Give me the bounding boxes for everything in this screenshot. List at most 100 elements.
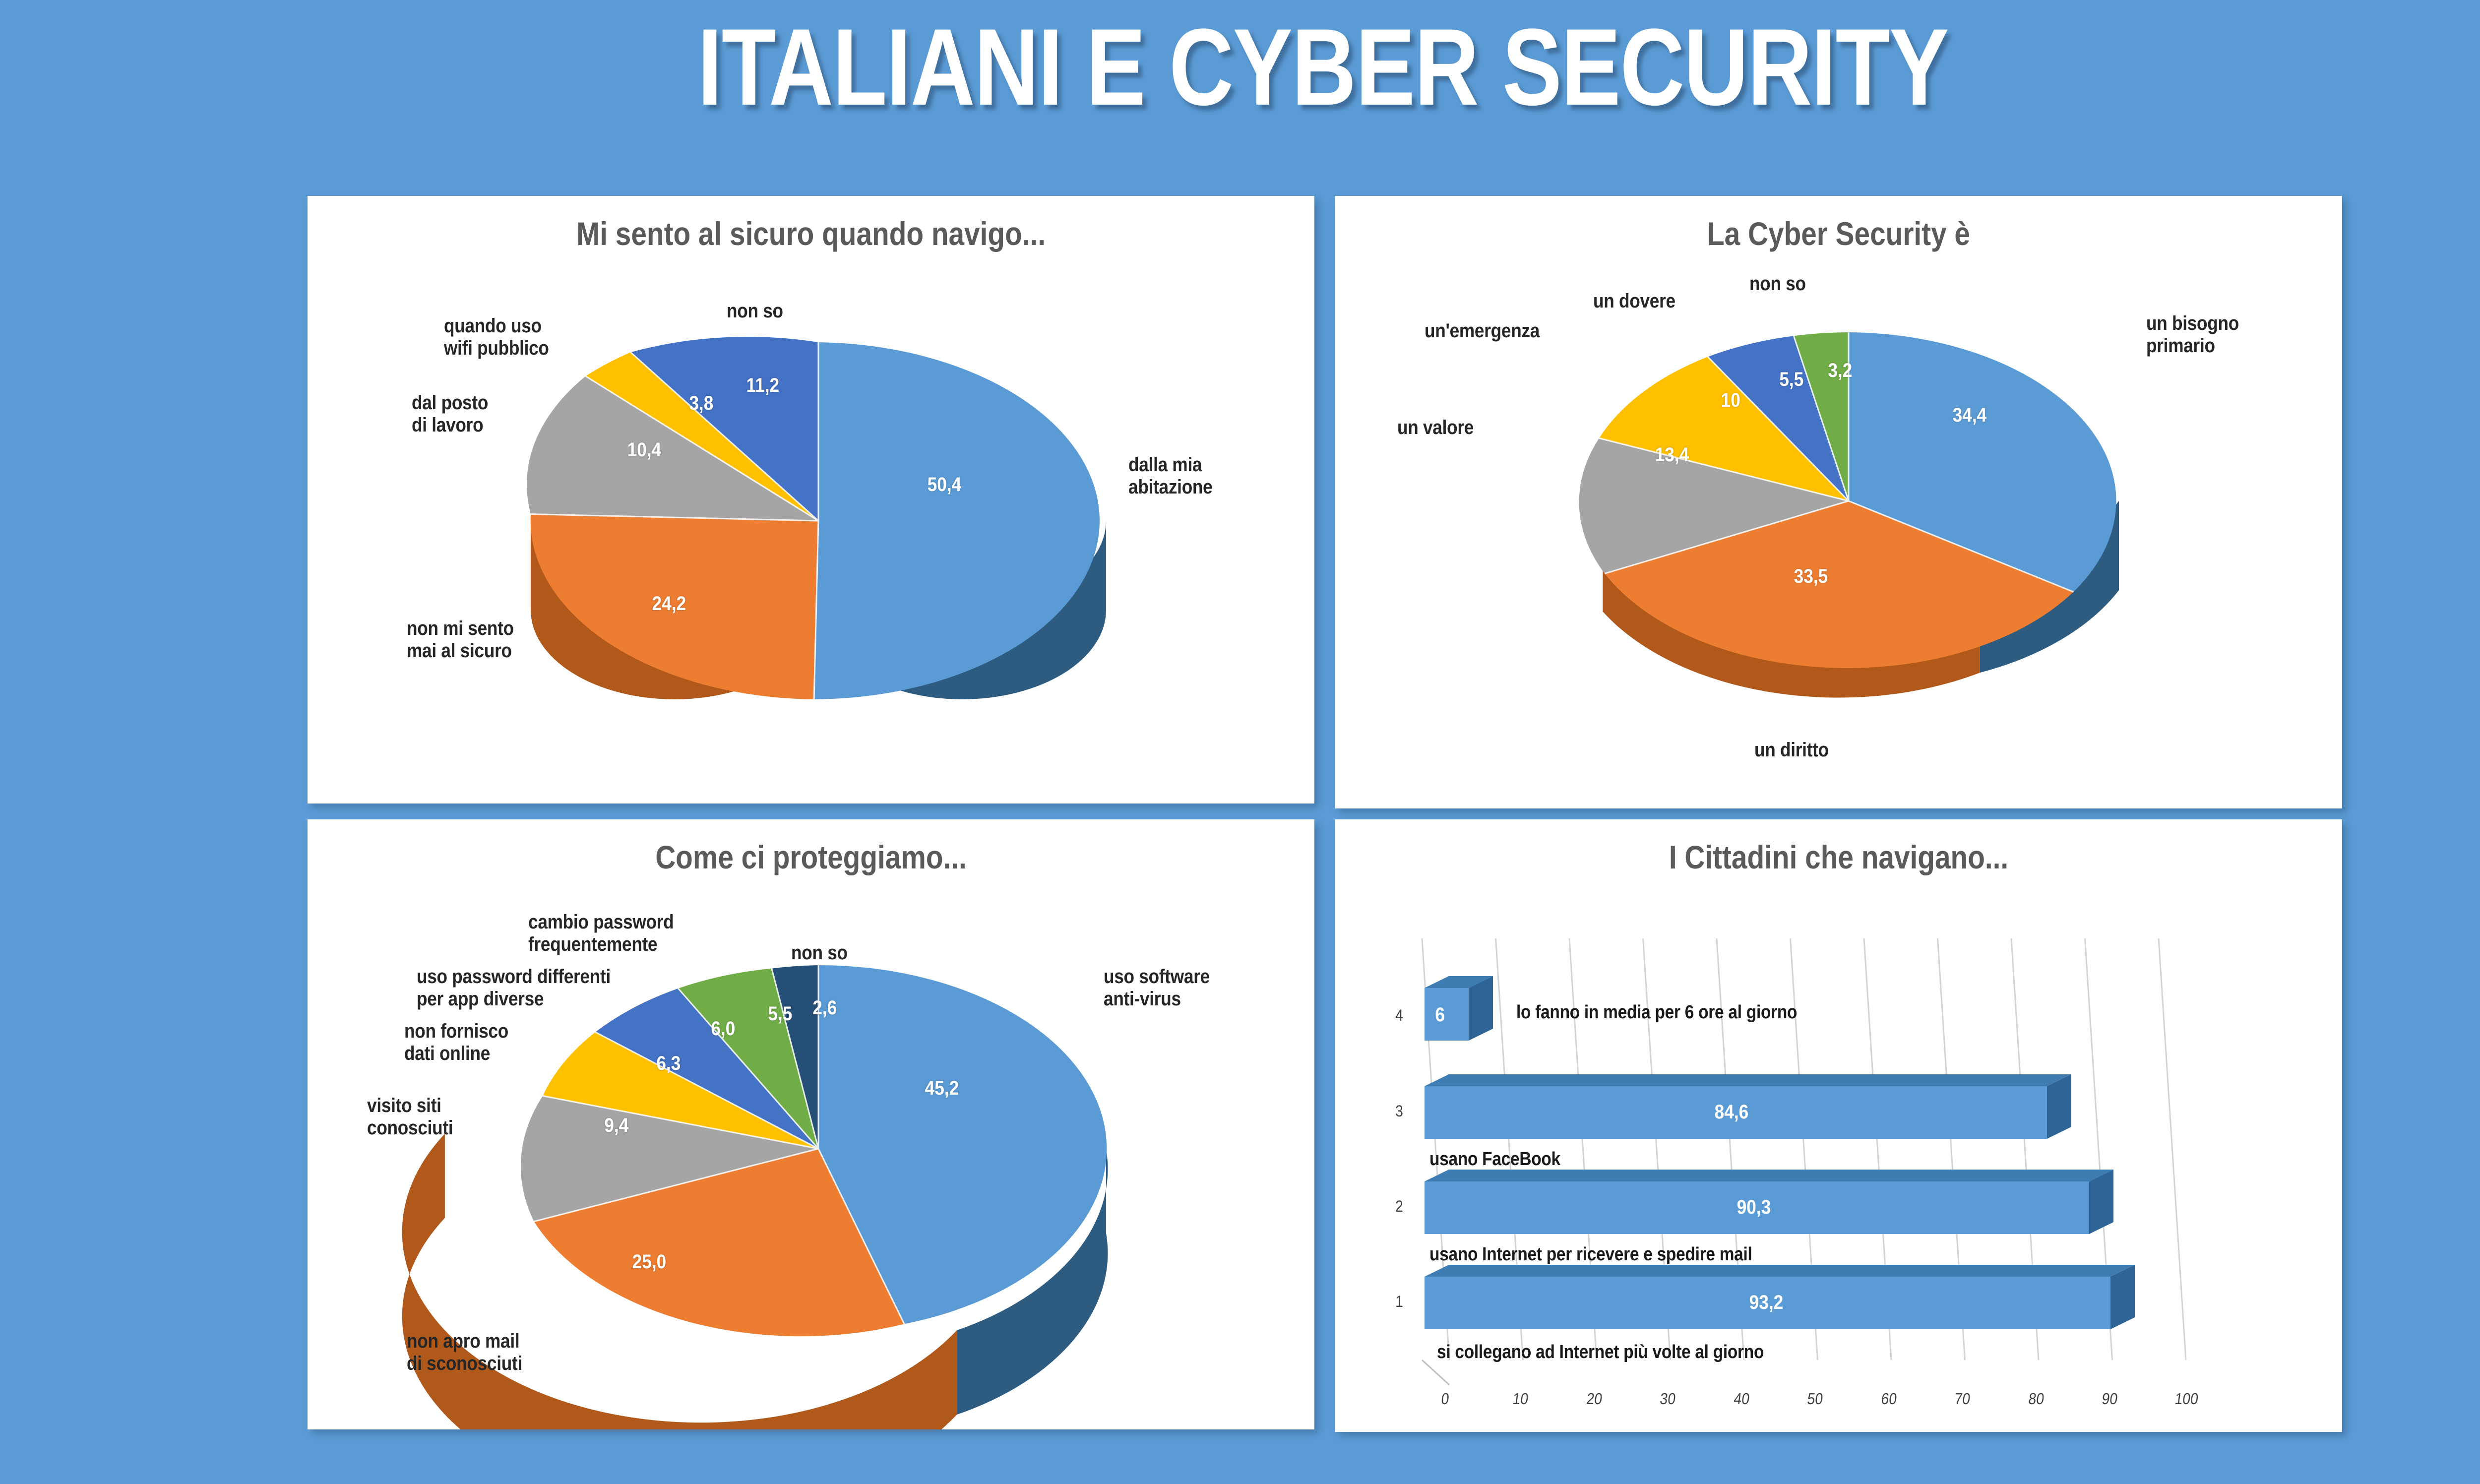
pie-value-label: 6,3 bbox=[656, 1052, 681, 1074]
pie-value-label: 24,2 bbox=[652, 593, 686, 615]
pie-value-label: 3,8 bbox=[689, 392, 714, 414]
pie-category-label: cambio password frequentemente bbox=[528, 911, 674, 956]
pie-category-line: per app diverse bbox=[417, 988, 544, 1010]
pie-category-line: primario bbox=[2146, 334, 2215, 357]
pie-slice-quando-uso-wifi-pubblico bbox=[585, 352, 818, 521]
bar-value-label: 90,3 bbox=[1736, 1196, 1771, 1218]
bar-value-label: 6 bbox=[1435, 1004, 1445, 1026]
pie-category-line: frequentemente bbox=[528, 933, 658, 955]
chart-title-4: I Cittadini che navigano... bbox=[1669, 839, 2009, 875]
bar-category-tick: 3 bbox=[1395, 1102, 1403, 1120]
x-axis-tick: 60 bbox=[1880, 1390, 1898, 1408]
pie-value-label: 25,0 bbox=[632, 1251, 667, 1273]
pie-category-line: anti-virus bbox=[1104, 988, 1181, 1010]
pie-category-label: quando uso wifi pubblico bbox=[444, 315, 549, 360]
pie-slice-un-bisogno-primario bbox=[1849, 332, 2116, 592]
pie-value-label: 5,5 bbox=[1779, 369, 1804, 390]
pie-chart-1-svg bbox=[527, 337, 1106, 699]
pie-value-label: 10,4 bbox=[627, 439, 662, 461]
chart-panel-mi-sento-al-sicuro: Mi sento al sicuro quando navigo... bbox=[308, 196, 1314, 804]
x-axis-tick: 70 bbox=[1953, 1390, 1972, 1408]
pie-slice-un-emergenza bbox=[1599, 357, 1849, 501]
chart-title-3: Come ci proteggiamo... bbox=[655, 839, 967, 875]
chart-panel-la-cyber-security-e: La Cyber Security è bbox=[1335, 196, 2342, 808]
bar-category-tick: 2 bbox=[1395, 1197, 1403, 1215]
x-axis-tick: 10 bbox=[1511, 1390, 1530, 1408]
pie-side-blue bbox=[957, 1149, 1108, 1415]
pie-value-label: 13,4 bbox=[1655, 444, 1689, 466]
pie-slice-non-fornisco-dati-online bbox=[543, 1032, 818, 1149]
x-axis-tick: 90 bbox=[2101, 1390, 2119, 1408]
pie-slice-dalla-mia-abitazione bbox=[814, 342, 1100, 699]
pie-category-label: non so bbox=[1749, 273, 1806, 295]
page-title: ITALIANI E CYBER SECURITY bbox=[697, 6, 1949, 128]
pie-category-line: conosciuti bbox=[367, 1116, 453, 1139]
pie-category-label: non so bbox=[727, 300, 783, 322]
pie-category-line: uso password differenti bbox=[417, 966, 611, 988]
bar-usano-internet-mail bbox=[1425, 1170, 2113, 1234]
bar-description: usano FaceBook bbox=[1429, 1149, 1560, 1170]
pie-slice-visito-siti-conosciuti bbox=[520, 1096, 818, 1222]
x-axis-tick: 20 bbox=[1585, 1390, 1604, 1408]
pie-value-label: 11,2 bbox=[746, 374, 780, 396]
pie-value-label: 9,4 bbox=[604, 1114, 629, 1136]
pie-category-line: quando uso bbox=[444, 315, 542, 337]
bar-si-collegano-ad-internet bbox=[1425, 1265, 2135, 1329]
pie-chart-2: 34,4 33,5 13,4 10 5,5 3,2 un bisogno pri… bbox=[1335, 196, 2342, 808]
pie-slice-dal-posto-di-lavoro bbox=[527, 376, 818, 521]
pie-value-label: 3,2 bbox=[1828, 360, 1853, 381]
pie-chart-2-svg bbox=[1579, 332, 2119, 698]
pie-value-label: 5,5 bbox=[768, 1003, 793, 1025]
pie-category-line: un diritto bbox=[1754, 739, 1829, 761]
pie-value-label: 10 bbox=[1721, 389, 1740, 411]
bar-usano-facebook bbox=[1425, 1074, 2071, 1139]
pie-category-label: un bisogno primario bbox=[2146, 312, 2239, 357]
pie-category-label: non fornisco dati online bbox=[404, 1020, 508, 1065]
x-axis-tick: 30 bbox=[1659, 1390, 1677, 1408]
pie-value-label: 6,0 bbox=[711, 1018, 736, 1040]
pie-category-line: non so bbox=[727, 300, 783, 322]
chart-title-2: La Cyber Security è bbox=[1707, 215, 1971, 252]
pie-category-label: un dovere bbox=[1593, 290, 1675, 312]
pie-category-line: non so bbox=[1749, 273, 1806, 295]
bar-value-label: 93,2 bbox=[1749, 1292, 1784, 1313]
bar-category-tick: 4 bbox=[1395, 1006, 1403, 1024]
pie-category-label: dalla mia abitazione bbox=[1128, 454, 1213, 498]
pie-category-line: non fornisco bbox=[404, 1020, 508, 1042]
bar-chart-4-svg bbox=[1421, 938, 2187, 1386]
pie-category-line: uso software bbox=[1104, 966, 1210, 988]
x-axis-tick: 40 bbox=[1733, 1390, 1751, 1408]
pie-category-label: dal posto di lavoro bbox=[412, 392, 488, 436]
pie-category-line: cambio password bbox=[528, 911, 674, 933]
chart-panel-come-ci-proteggiamo: Come ci proteggiamo... bbox=[308, 819, 1314, 1429]
pie-category-label: uso password differenti per app diverse bbox=[417, 966, 611, 1010]
pie-category-label: non so bbox=[791, 942, 848, 964]
pie-slice-non-apro-mail-di-sconosciuti bbox=[534, 1149, 905, 1337]
pie-slice-uso-password-differenti bbox=[595, 988, 818, 1149]
pie-value-label: 50,4 bbox=[927, 474, 962, 495]
pie-category-line: non mi sento bbox=[407, 618, 514, 639]
pie-slice-un-valore bbox=[1579, 438, 1849, 574]
pie-category-line: un bisogno bbox=[2146, 312, 2239, 334]
pie-chart-3: 45,2 25,0 9,4 6,3 6,0 5,5 2,6 uso softwa… bbox=[308, 819, 1314, 1429]
pie-chart-1: 50,4 24,2 10,4 3,8 11,2 dalla mia abitaz… bbox=[308, 196, 1314, 804]
pie-slice-non-so bbox=[630, 337, 818, 521]
pie-value-label: 34,4 bbox=[1952, 404, 1987, 426]
pie-category-label: non mi sento mai al sicuro bbox=[407, 618, 514, 662]
pie-category-label: un valore bbox=[1397, 417, 1474, 439]
pie-value-label: 45,2 bbox=[925, 1077, 959, 1099]
pie-value-label: 33,5 bbox=[1794, 565, 1828, 587]
pie-category-label: uso software anti-virus bbox=[1104, 966, 1210, 1010]
pie-category-label: un'emergenza bbox=[1425, 320, 1540, 342]
chart-panel-i-cittadini-che-navigano: I Cittadini che navigano... bbox=[1335, 819, 2342, 1432]
pie-category-line: un'emergenza bbox=[1425, 320, 1540, 342]
pie-category-line: wifi pubblico bbox=[444, 337, 549, 359]
pie-category-line: dal posto bbox=[412, 392, 489, 414]
pie-category-line: un dovere bbox=[1593, 290, 1675, 312]
bar-description: lo fanno in media per 6 ore al giorno bbox=[1516, 1002, 1798, 1023]
pie-category-line: non apro mail bbox=[407, 1330, 520, 1352]
pie-category-label: un diritto bbox=[1754, 739, 1829, 761]
pie-category-line: non so bbox=[791, 942, 848, 964]
bar-description: usano Internet per ricevere e spedire ma… bbox=[1429, 1244, 1752, 1265]
pie-category-line: di lavoro bbox=[412, 414, 484, 436]
